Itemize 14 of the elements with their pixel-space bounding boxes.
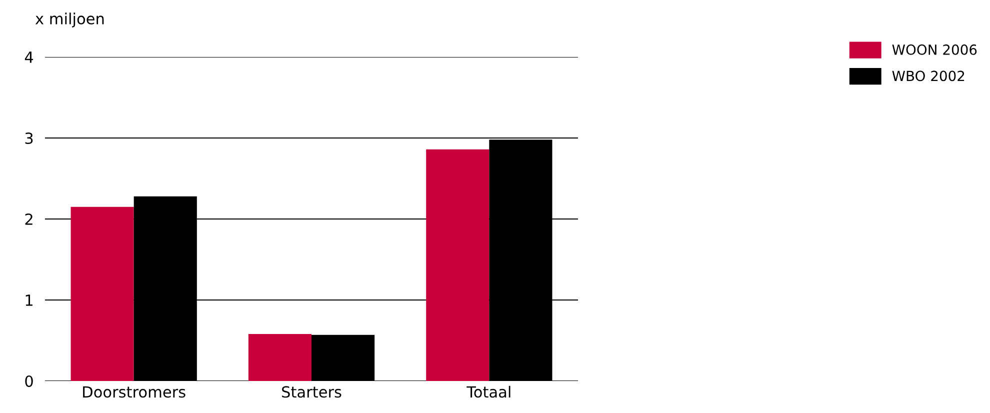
y-tick-label: 1 — [26, 294, 32, 306]
y-tick-label: 4 — [24, 52, 34, 63]
bar — [248, 334, 312, 381]
x-tick-label: Starters — [282, 386, 342, 398]
x-tick-label: Totaal — [466, 386, 510, 398]
bar — [426, 149, 490, 381]
y-tick-label: 2 — [25, 213, 32, 225]
legend-label: WBO 2002 — [892, 70, 964, 82]
bar — [70, 206, 134, 381]
x-tick-label: Doorstromers — [83, 386, 186, 398]
y-axis-title: x miljoen — [35, 12, 104, 28]
y-tick-label: 0 — [25, 375, 33, 388]
y-tick-label: 3 — [25, 132, 33, 144]
legend-label: WOON 2006 — [892, 44, 977, 55]
